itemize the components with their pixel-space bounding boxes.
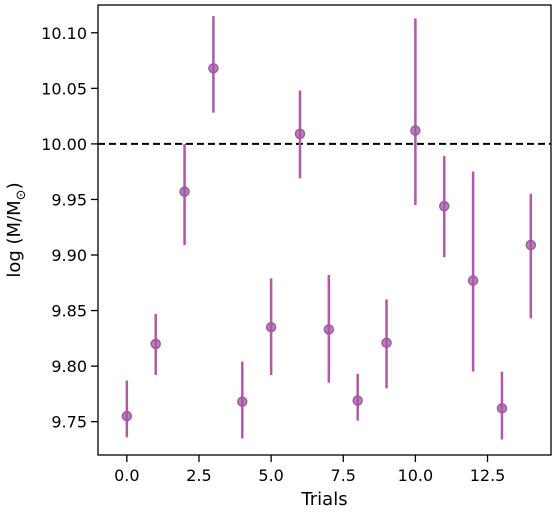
chart-marks bbox=[98, 16, 551, 440]
data-point-1 bbox=[150, 338, 161, 350]
plot-frame bbox=[97, 4, 552, 456]
x-tick-label-4: 10.0 bbox=[398, 466, 434, 485]
data-point-7 bbox=[323, 324, 335, 335]
y-tick-label-2: 9.85 bbox=[51, 302, 87, 321]
data-point-3 bbox=[208, 63, 219, 74]
y-axis-label-subscript: ⊙ bbox=[14, 189, 29, 200]
x-tick-label-2: 5.0 bbox=[258, 466, 283, 485]
y-tick-label-3: 9.90 bbox=[51, 246, 87, 265]
data-point-5 bbox=[265, 321, 277, 333]
y-axis-label: log (M/M⊙) bbox=[4, 182, 29, 277]
y-tick-label-4: 9.95 bbox=[51, 190, 87, 209]
y-tick-label-0: 9.75 bbox=[51, 413, 87, 432]
x-axis-label: Trials bbox=[300, 489, 347, 510]
data-point-11 bbox=[438, 200, 450, 212]
data-point-13 bbox=[496, 403, 508, 414]
y-tick-label-7: 10.10 bbox=[41, 24, 87, 43]
y-tick-label-5: 10.00 bbox=[41, 135, 87, 154]
data-point-2 bbox=[179, 186, 190, 197]
chart-ticks: 0.0 2.5 5.0 7.5 10.0 12.5 9.75 9.80 9.85 9.90 9.95… bbox=[41, 24, 505, 485]
x-tick-label-0: 0.0 bbox=[114, 466, 139, 485]
data-point-14 bbox=[525, 239, 537, 251]
data-point-0 bbox=[121, 410, 133, 422]
data-point-6 bbox=[294, 128, 306, 140]
y-axis-label-close: ) bbox=[4, 182, 25, 189]
data-point-9 bbox=[381, 337, 392, 349]
x-tick-label-3: 7.5 bbox=[331, 466, 356, 485]
y-axis-label-main: log (M/M bbox=[4, 200, 25, 277]
x-tick-label-5: 12.5 bbox=[470, 466, 506, 485]
data-point-10 bbox=[410, 125, 421, 136]
data-point-8 bbox=[352, 395, 363, 406]
y-tick-label-6: 10.05 bbox=[41, 79, 87, 98]
data-point-12 bbox=[467, 275, 479, 286]
data-point-4 bbox=[237, 396, 248, 407]
x-tick-label-1: 2.5 bbox=[186, 466, 211, 485]
y-tick-label-1: 9.80 bbox=[51, 357, 87, 376]
